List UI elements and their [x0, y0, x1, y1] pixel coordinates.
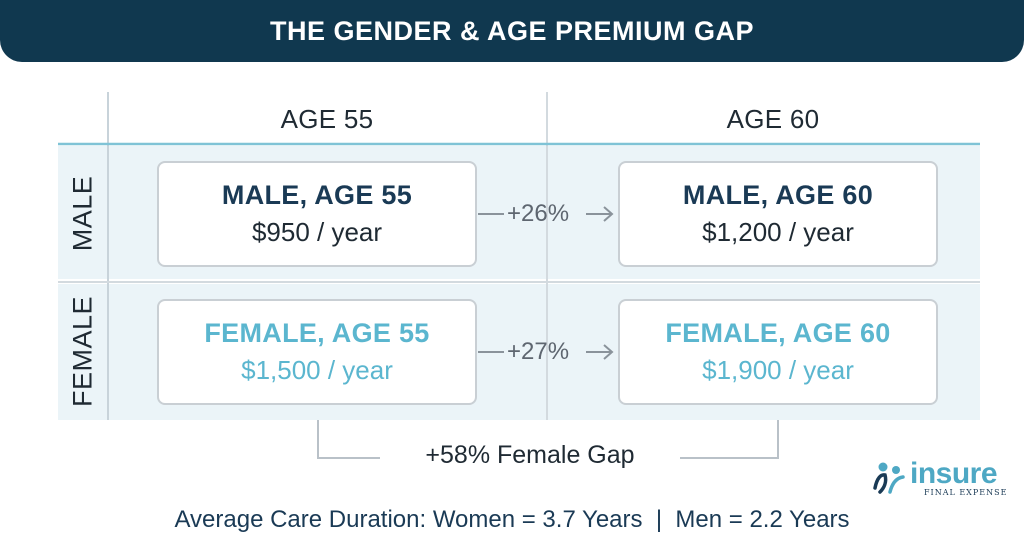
logo-wordmark: insure — [910, 456, 998, 490]
logo: insure FINAL EXPENSE — [870, 458, 1007, 498]
card-male-60: MALE, AGE 60 $1,200 / year — [618, 161, 938, 267]
row-label-male: MALE — [67, 175, 98, 252]
people-icon — [873, 462, 905, 494]
column-header-age-60: AGE 60 — [726, 104, 820, 134]
footer-care-duration: Average Care Duration: Women = 3.7 Years… — [0, 506, 1024, 534]
female-increase-label: +27% — [507, 338, 570, 365]
page-title: THE GENDER & AGE PREMIUM GAP — [269, 15, 755, 46]
female-arrow-head — [603, 344, 614, 360]
card-title: FEMALE, AGE 55 — [204, 318, 430, 348]
card-price: $1,900 / year — [702, 355, 854, 385]
male-arrow-head — [603, 206, 614, 222]
title-banner: THE GENDER & AGE PREMIUM GAP — [0, 0, 1024, 62]
card-title: FEMALE, AGE 60 — [665, 318, 891, 348]
card-price: $950 / year — [251, 217, 383, 247]
footer-text: Average Care Duration: Women = 3.7 Years… — [174, 506, 850, 533]
card-price: $1,500 / year — [241, 355, 393, 385]
logo-subtitle: FINAL EXPENSE — [924, 487, 1008, 497]
card-female-55: FEMALE, AGE 55 $1,500 / year — [157, 299, 477, 405]
card-male-55: MALE, AGE 55 $950 / year — [157, 161, 477, 267]
card-female-60: FEMALE, AGE 60 $1,900 / year — [618, 299, 938, 405]
female-gap-label: +58% Female Gap — [380, 441, 680, 470]
card-title: MALE, AGE 60 — [682, 180, 874, 210]
column-header-age-55: AGE 55 — [280, 104, 374, 134]
card-title: MALE, AGE 55 — [221, 180, 413, 210]
row-label-female: FEMALE — [67, 295, 98, 408]
card-price: $1,200 / year — [702, 217, 854, 247]
male-increase-label: +26% — [507, 200, 570, 227]
